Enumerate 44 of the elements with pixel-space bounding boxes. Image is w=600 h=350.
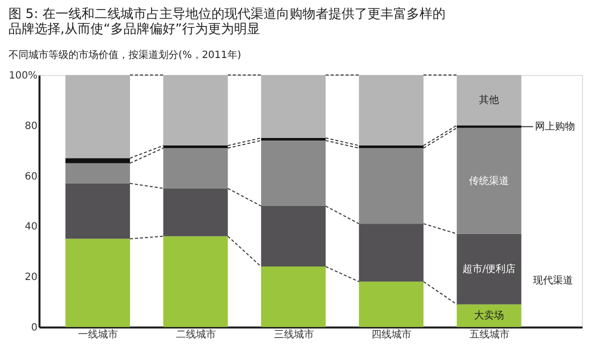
y-tick-label: 40: [24, 222, 38, 233]
bar: [358, 224, 424, 282]
x-tick-label: 四线城市: [372, 328, 412, 340]
series-label: 其他: [479, 94, 500, 106]
bar: [65, 183, 130, 239]
bar: [261, 206, 326, 267]
bar: [261, 266, 326, 327]
bar: [65, 163, 130, 184]
y-tick-label: 20: [24, 272, 38, 284]
bar: [65, 158, 130, 164]
annotation: 现代渠道: [533, 274, 574, 286]
y-tick-label: 100%: [8, 70, 38, 82]
bar: [163, 188, 228, 236]
y-tick-label: 80: [24, 120, 38, 132]
x-tick-label: 一线城市: [78, 328, 118, 340]
bar: [65, 75, 130, 158]
bar: [163, 148, 228, 188]
bar: [163, 146, 228, 148]
y-tick-label: 60: [24, 171, 38, 182]
bar: [261, 75, 326, 138]
bar: [163, 75, 228, 146]
series-label: 传统渠道: [469, 174, 510, 187]
bar: [358, 282, 424, 327]
chart-subtitle: 不同城市等级的市场价值，按渠道划分(%，2011年): [8, 49, 242, 61]
x-tick-label: 三线城市: [274, 328, 314, 340]
bar: [163, 236, 228, 327]
x-tick-label: 二线城市: [176, 328, 216, 340]
series-label: 大卖场: [474, 310, 504, 322]
series-label: 网上购物: [535, 120, 576, 133]
bar: [261, 138, 326, 141]
bar: [65, 238, 130, 327]
bar: [358, 148, 424, 224]
bar: [456, 75, 522, 126]
y-tick-label: 0: [31, 322, 38, 334]
bar: [358, 75, 424, 146]
chart-title: 图 5: 在一线和二线城市占主导地位的现代渠道向购物者提供了更丰富多样的品牌选择,从而使“多品牌偏好”行为更为明显: [8, 6, 446, 37]
bar: [358, 146, 424, 148]
series-label: 超市/便利店: [462, 263, 516, 276]
bar: [456, 234, 522, 304]
bar: [456, 304, 522, 327]
bar: [261, 140, 326, 206]
bar: [456, 125, 522, 128]
bar: [456, 128, 522, 234]
x-tick-label: 五线城市: [470, 328, 510, 340]
